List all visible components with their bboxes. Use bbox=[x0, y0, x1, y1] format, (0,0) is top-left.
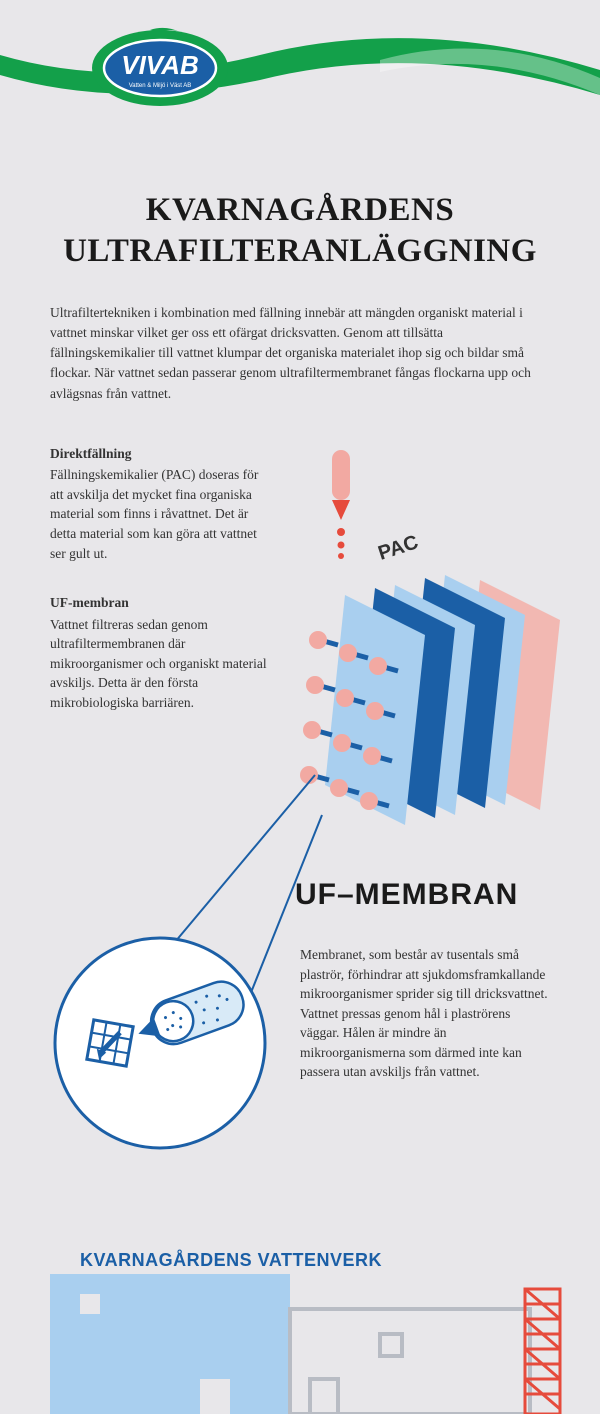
title-line-1: KVARNAGÅRDENS bbox=[146, 192, 454, 228]
intro-text: Ultrafiltertekniken i kombination med fä… bbox=[50, 303, 550, 404]
svg-text:Vatten & Miljö i Väst AB: Vatten & Miljö i Väst AB bbox=[129, 83, 192, 89]
membrane-diagram bbox=[300, 450, 570, 900]
pac-dropper-icon bbox=[332, 450, 350, 559]
detail-circle bbox=[50, 933, 270, 1153]
section2-heading: UF-membran bbox=[50, 593, 270, 613]
footer-label: KVARNAGÅRDENS VATTENVERK bbox=[80, 1250, 382, 1271]
section2-body: Vattnet filtreras sedan genom ultrafilte… bbox=[50, 617, 267, 710]
section1-heading: Direktfällning bbox=[50, 444, 270, 464]
uf-heading: UF–MEMBRAN bbox=[295, 878, 518, 912]
logo: VIVAB Vatten & Miljö i Väst AB bbox=[85, 20, 235, 115]
title-line-2: ULTRAFILTERANLÄGGNING bbox=[63, 233, 537, 269]
section1-body: Fällningskemikalier (PAC) doseras för at… bbox=[50, 467, 258, 560]
page-title: KVARNAGÅRDENS ULTRAFILTERANLÄGGNING bbox=[50, 190, 550, 273]
membrane-text: Membranet, som består av tusentals små p… bbox=[300, 945, 550, 1082]
svg-text:VIVAB: VIVAB bbox=[121, 50, 199, 80]
